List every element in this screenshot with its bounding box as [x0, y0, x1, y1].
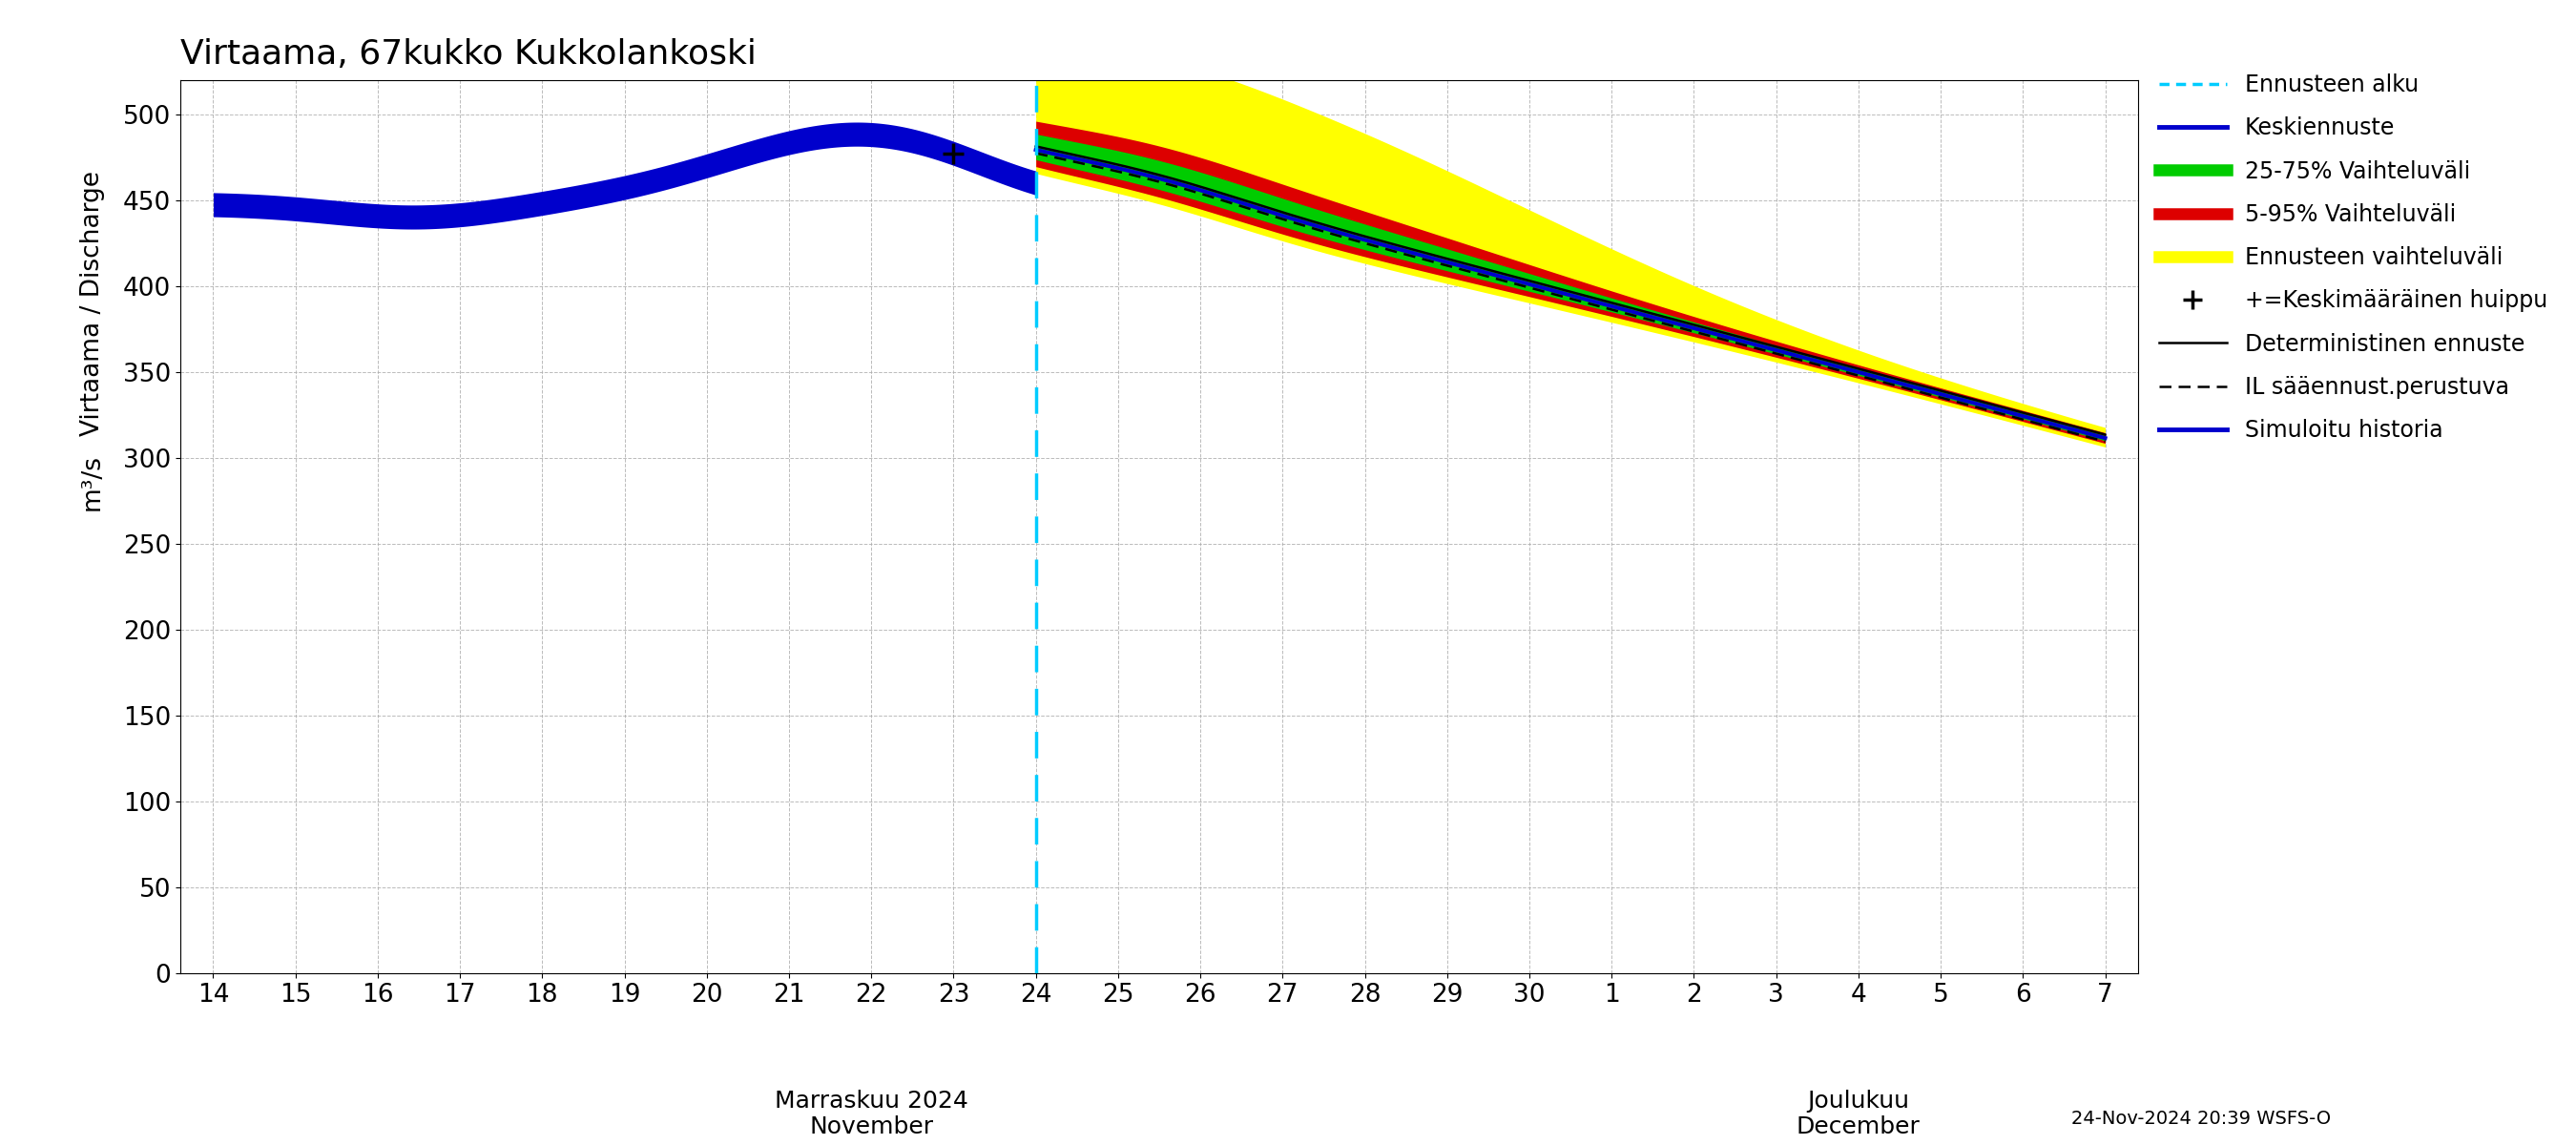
Text: Virtaama, 67kukko Kukkolankoski: Virtaama, 67kukko Kukkolankoski	[180, 39, 757, 71]
Text: Marraskuu 2024
November: Marraskuu 2024 November	[775, 1089, 969, 1139]
Text: Virtaama / Discharge: Virtaama / Discharge	[80, 171, 106, 436]
Legend: Ennusteen alku, Keskiennuste, 25-75% Vaihteluväli, 5-95% Vaihteluväli, Ennusteen: Ennusteen alku, Keskiennuste, 25-75% Vai…	[2159, 73, 2548, 442]
Text: Joulukuu
December: Joulukuu December	[1795, 1089, 1919, 1139]
Text: 24-Nov-2024 20:39 WSFS-O: 24-Nov-2024 20:39 WSFS-O	[2071, 1110, 2331, 1128]
Text: m³/s: m³/s	[80, 453, 106, 511]
